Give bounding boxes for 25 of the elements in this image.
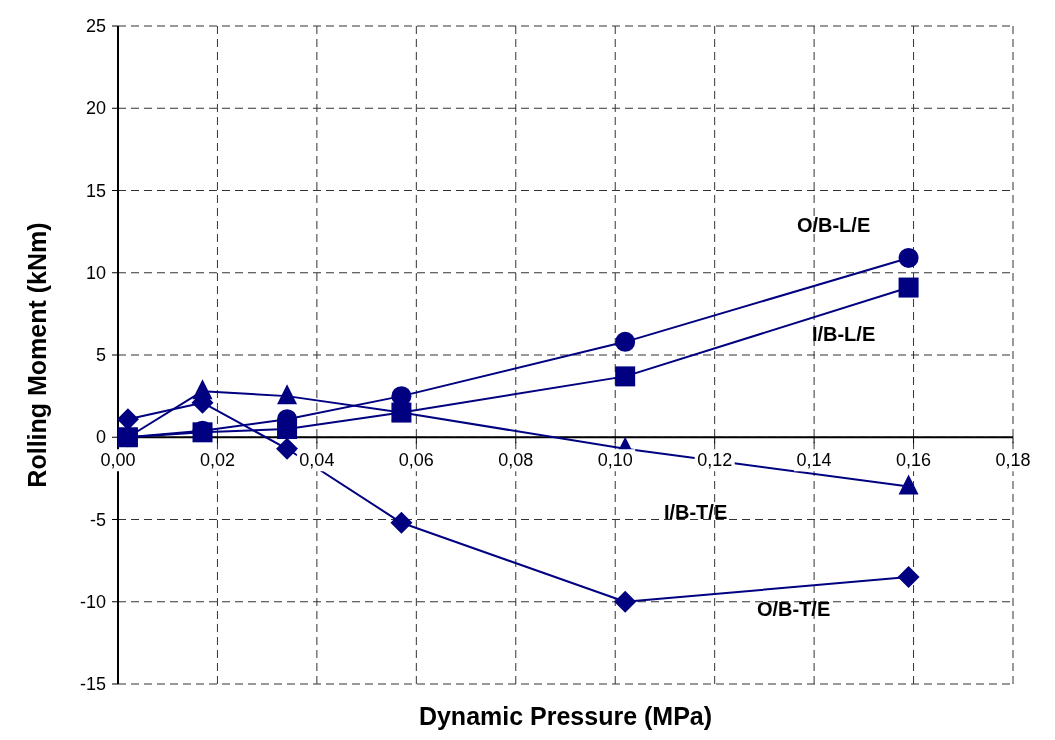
y-tick-label: 15 <box>85 180 106 201</box>
y-tick-label: 25 <box>85 16 106 36</box>
y-tick-label: 0 <box>95 427 106 448</box>
y-tick-label: 20 <box>85 98 106 119</box>
y-tick-label: -10 <box>79 591 106 612</box>
series-label: O/B-L/E <box>796 213 871 236</box>
x-tick-label: 0,14 <box>796 450 832 471</box>
x-tick-label: 0,16 <box>896 450 932 471</box>
series-label: O/B-T/E <box>756 598 831 621</box>
x-tick-label: 0,04 <box>299 450 335 471</box>
series-label: I/B-T/E <box>663 500 728 523</box>
y-axis-title: Rolling Moment (kNm) <box>23 222 51 488</box>
x-tick-label: 0,18 <box>995 450 1031 471</box>
x-tick-label: 0,10 <box>597 450 633 471</box>
y-tick-label: -5 <box>89 509 106 530</box>
y-tick-label: 5 <box>95 345 106 365</box>
x-tick-label: 0,00 <box>100 450 136 471</box>
x-tick-label: 0,02 <box>199 450 235 471</box>
y-tick-label: 10 <box>85 262 106 283</box>
x-tick-label: 0,12 <box>697 450 733 471</box>
series-label: I/B-L/E <box>811 322 876 345</box>
x-tick-label: 0,08 <box>498 450 534 471</box>
x-tick-label: 0,06 <box>398 450 434 471</box>
y-tick-label: -15 <box>79 674 106 694</box>
x-axis-title: Dynamic Pressure (MPa) <box>418 702 713 730</box>
